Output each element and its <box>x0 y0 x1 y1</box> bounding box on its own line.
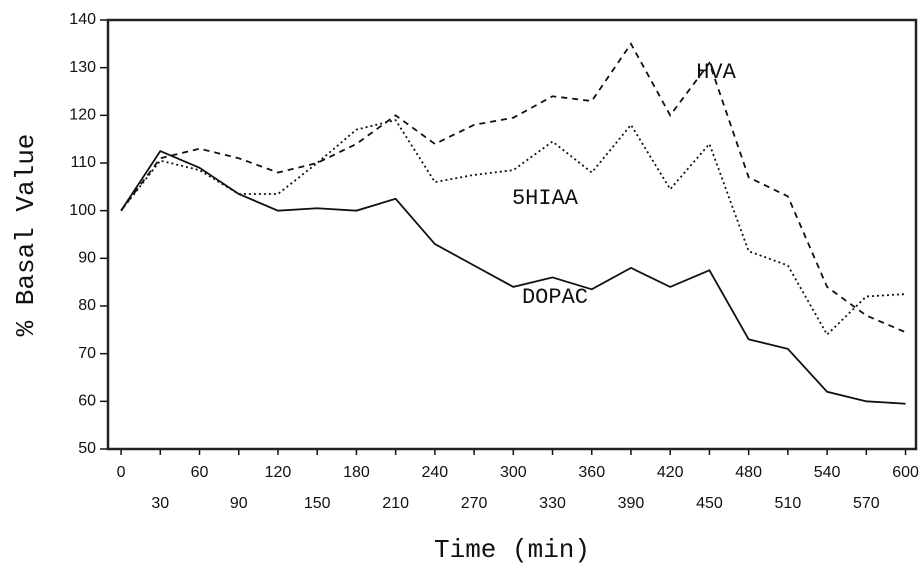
x-tick-label: 420 <box>657 464 684 481</box>
y-tick-label: 70 <box>78 345 96 362</box>
y-tick-label: 130 <box>69 59 96 76</box>
data-line <box>120 42 906 334</box>
x-tick-label: 270 <box>461 495 488 512</box>
x-tick-label: 510 <box>775 495 802 512</box>
y-tick-label: 90 <box>78 250 96 267</box>
x-axis-title: Time (min) <box>434 535 590 565</box>
x-tick-label: 210 <box>382 495 409 512</box>
x-tick-label: 330 <box>539 495 566 512</box>
x-tick-label: 30 <box>151 495 169 512</box>
x-tick-label: 180 <box>343 464 370 481</box>
series-label: DOPAC <box>522 285 588 310</box>
x-tick-label: 390 <box>618 495 645 512</box>
y-axis-title: % Basal Value <box>11 134 41 337</box>
x-tick-label: 570 <box>853 495 880 512</box>
x-tick-label: 150 <box>304 495 331 512</box>
x-tick-label: 0 <box>117 464 126 481</box>
data-line <box>120 149 906 405</box>
x-tick-label: 450 <box>696 495 723 512</box>
series-label: HVA <box>696 60 736 85</box>
y-tick-label: 80 <box>78 297 96 314</box>
y-tick-label: 100 <box>69 202 96 219</box>
x-tick-label: 300 <box>500 464 527 481</box>
x-tick-label: 60 <box>191 464 209 481</box>
x-tick-label: 540 <box>814 464 841 481</box>
y-tick-label: 120 <box>69 107 96 124</box>
x-tick-label: 240 <box>422 464 449 481</box>
x-tick-label: 360 <box>578 464 605 481</box>
y-tick-label: 50 <box>78 440 96 457</box>
data-line <box>120 119 906 337</box>
x-tick-label: 90 <box>230 495 248 512</box>
series-label: 5HIAA <box>512 186 579 211</box>
y-tick-label: 140 <box>69 11 96 28</box>
x-tick-label: 600 <box>892 464 919 481</box>
plot-frame <box>106 18 918 451</box>
y-tick-label: 60 <box>78 393 96 410</box>
x-tick-label: 120 <box>265 464 292 481</box>
x-tick-label: 480 <box>735 464 762 481</box>
y-tick-label: 110 <box>70 154 96 171</box>
